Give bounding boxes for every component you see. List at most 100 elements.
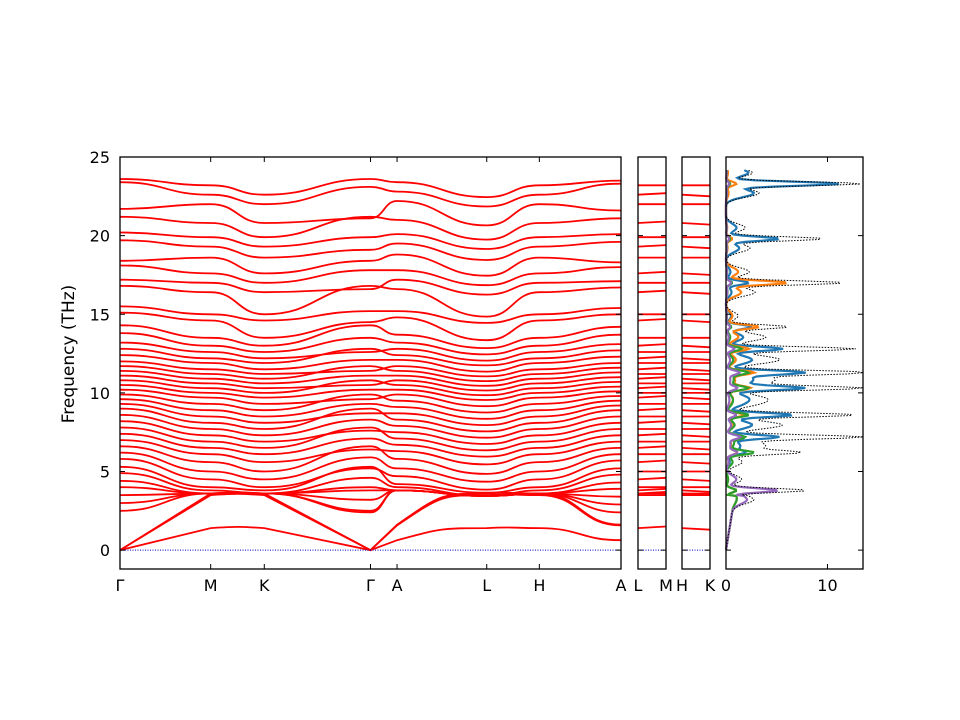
band-line [681,387,711,391]
band-line [637,476,667,481]
band-line [637,355,667,360]
band-line [637,525,667,529]
band-line [637,289,667,294]
band-line [681,291,711,295]
band-line [119,407,622,433]
band-line [119,465,622,494]
band-line [119,181,622,208]
band-line [637,407,667,412]
band-line [637,395,667,399]
band-line [681,396,711,401]
band-line [119,384,622,401]
x-tick-label: L [482,576,491,595]
band-panel-main [119,178,622,552]
band-line [119,354,622,373]
band-line [119,439,622,466]
band-line [119,324,622,350]
band-line [681,434,711,438]
band-line [637,192,667,196]
band-line [637,491,667,495]
band-line [119,278,622,296]
band-line [637,343,667,347]
dos-x-tick-label: 0 [721,576,731,595]
band-line [637,459,667,463]
band-line [119,432,622,458]
band-line [681,461,711,465]
band-line [119,231,622,250]
band-line [119,370,622,387]
x-tick-label: H [676,576,688,595]
band-line [681,193,711,198]
y-tick-label: 10 [90,384,110,403]
band-line [119,398,622,420]
x-tick-label: A [392,576,403,595]
band-line [681,272,711,276]
band-line [681,344,711,349]
band-line [681,222,711,226]
band-line [681,489,711,493]
band-line [637,432,667,437]
band-line [637,385,667,390]
y-tick-label: 25 [90,148,110,167]
band-line [119,445,622,475]
band-line [119,215,622,241]
acoustic-band [119,493,622,552]
x-tick-label: A [616,576,627,595]
dos-x-tick-label: 10 [817,576,837,595]
axes-frame [681,156,711,570]
band-line [119,253,622,277]
acoustic-band [119,526,622,552]
band-line [681,245,711,250]
x-tick-label: K [259,576,270,595]
band-line [119,393,622,414]
band-line [119,239,622,261]
band-line [119,472,622,497]
band-line [681,377,711,382]
y-tick-label: 5 [100,463,110,482]
x-tick-label: H [533,576,545,595]
band-line [637,420,667,424]
x-tick-label: Γ [366,576,375,595]
band-line [637,318,667,322]
y-axis-label: Frequency (THz) [59,285,79,424]
band-line [681,421,711,426]
band-line [119,200,622,227]
band-line [681,368,711,372]
y-tick-label: 15 [90,305,110,324]
band-line [119,451,622,483]
axes-frame [725,156,864,570]
x-tick-label: K [705,576,716,595]
band-line [119,311,622,342]
band-line [637,487,667,492]
y-tick-label: 20 [90,227,110,246]
band-line [637,366,667,371]
band-line [119,379,622,397]
band-line [681,319,711,323]
band-line [119,284,622,318]
band-line [119,414,622,439]
axes-frame [637,156,667,570]
band-line [681,527,711,531]
acoustic-band [119,491,622,552]
band-line [119,178,622,199]
x-tick-label: L [634,576,643,595]
x-tick-label: M [204,576,218,595]
x-tick-label: M [659,576,673,595]
band-line [119,264,622,287]
band-line [681,409,711,413]
band-line [637,244,667,248]
band-line [637,445,667,449]
band-line [637,270,667,275]
band-line [119,347,622,367]
x-tick-label: Γ [116,576,125,595]
band-line [119,332,622,356]
band-line [681,447,711,451]
band-line [681,478,711,482]
y-tick-label: 0 [100,541,110,560]
band-line [119,365,622,383]
band-line [681,357,711,361]
band-line [637,376,667,380]
band-line [119,426,622,452]
